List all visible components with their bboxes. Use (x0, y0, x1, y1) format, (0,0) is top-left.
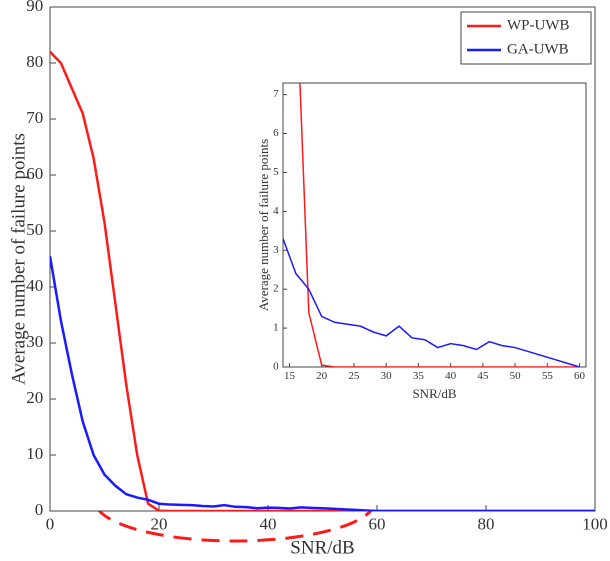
x-tick-label: 0 (46, 514, 55, 533)
x-tick-label: 40 (260, 514, 277, 533)
x-tick-label: 40 (445, 370, 457, 382)
y-tick-label: 1 (273, 322, 279, 334)
y-tick-label: 80 (26, 52, 43, 71)
x-tick-label: 35 (413, 370, 425, 382)
y-tick-label: 60 (26, 164, 43, 183)
y-tick-label: 2 (273, 283, 279, 295)
y-tick-label: 40 (26, 276, 43, 295)
plot-lines (50, 50, 595, 511)
x-tick-label: 60 (369, 514, 386, 533)
x-tick-label: 80 (478, 514, 495, 533)
x-tick-label: 25 (348, 370, 360, 382)
series-line (283, 238, 580, 367)
x-tick-label: 55 (542, 370, 554, 382)
y-tick-label: 5 (273, 166, 279, 178)
x-tick-label: 60 (574, 370, 586, 382)
x-axis-label: SNR/dB (412, 386, 456, 401)
legend-label: GA-UWB (507, 41, 569, 57)
x-tick-label: 15 (284, 370, 296, 382)
y-tick-label: 4 (273, 205, 279, 217)
plot-area (282, 82, 587, 368)
series-line (299, 83, 580, 367)
y-axis-label: Average number of failure points (256, 139, 271, 311)
y-tick-label: 90 (26, 0, 43, 15)
x-tick-label: 50 (510, 370, 522, 382)
x-tick-label: 20 (316, 370, 328, 382)
y-tick-label: 20 (26, 388, 43, 407)
y-tick-label: 0 (35, 500, 44, 519)
y-tick-label: 50 (26, 220, 43, 239)
legend-box (460, 11, 592, 65)
y-tick-label: 7 (273, 88, 279, 100)
x-axis-label: SNR/dB (290, 537, 354, 558)
y-tick-label: 10 (26, 444, 43, 463)
y-tick-label: 30 (26, 332, 43, 351)
y-tick-label: 0 (273, 361, 279, 373)
x-tick-label: 45 (477, 370, 489, 382)
legend-label: WP-UWB (507, 17, 570, 33)
y-axis-label: Average number of failure points (8, 133, 29, 385)
y-tick-label: 3 (273, 244, 279, 256)
series-line (50, 255, 595, 511)
y-tick-label: 70 (26, 108, 43, 127)
y-tick-label: 6 (273, 127, 279, 139)
plot-lines (283, 83, 580, 367)
x-tick-label: 30 (381, 370, 393, 382)
series-line (50, 50, 595, 511)
x-tick-label: 20 (151, 514, 168, 533)
x-tick-label: 100 (582, 514, 608, 533)
